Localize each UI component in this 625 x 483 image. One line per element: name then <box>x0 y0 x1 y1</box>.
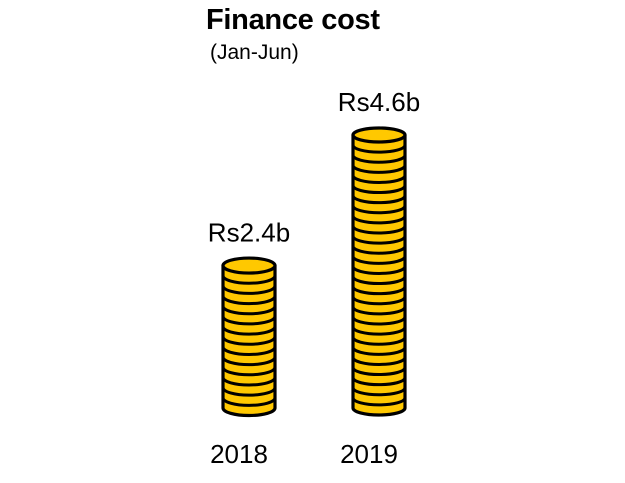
value-label-2019: Rs4.6b <box>338 87 420 117</box>
chart-subtitle: (Jan-Jun) <box>210 41 299 64</box>
value-label-2018: Rs2.4b <box>208 218 290 248</box>
chart-title: Finance cost <box>206 4 380 36</box>
tick-label-2018: 2018 <box>210 439 268 469</box>
bar-2019 <box>351 126 407 417</box>
bar-2018 <box>221 256 277 418</box>
tick-label-2019: 2019 <box>340 439 398 469</box>
